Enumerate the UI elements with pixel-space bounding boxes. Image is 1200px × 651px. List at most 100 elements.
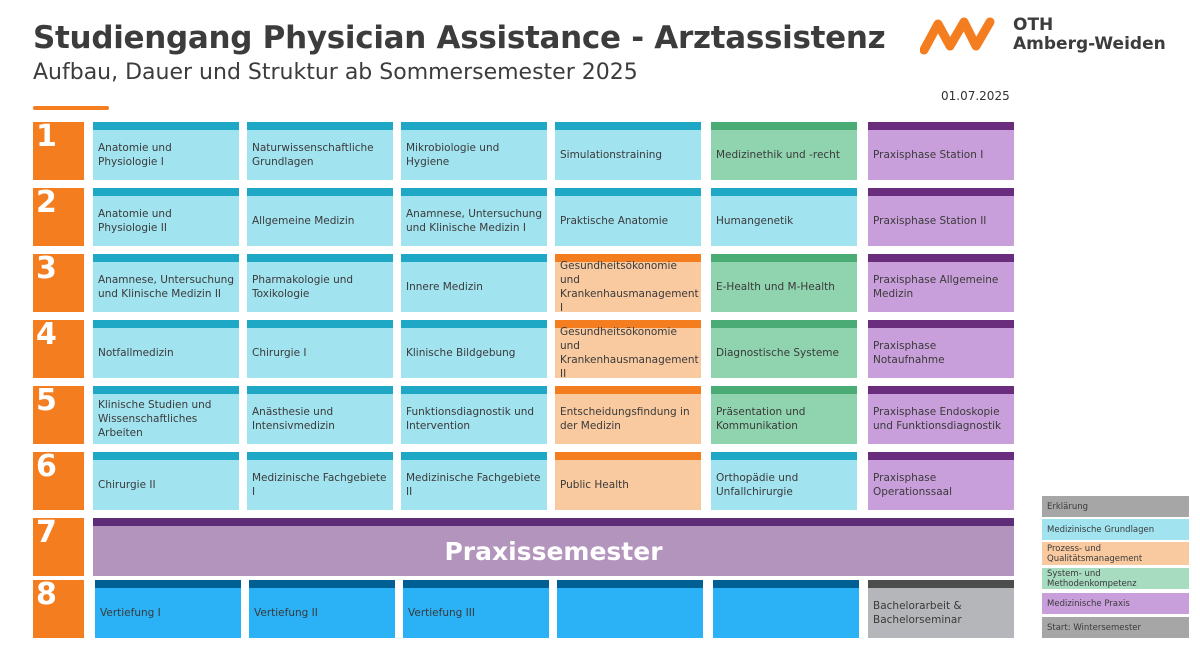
module-label: Medizinische Fachgebiete I — [252, 472, 387, 498]
module-label: Naturwissenschaftliche Grundlagen — [252, 142, 374, 168]
oth-logo-icon — [920, 17, 995, 55]
module-cell: Klinische Bildgebung — [401, 320, 547, 378]
date: 01.07.2025 — [941, 89, 1010, 103]
module-cell: Praxisphase Operationssaal — [868, 452, 1014, 510]
module-label: Praxisphase Station II — [873, 215, 987, 227]
module-cell: Vertiefung I — [95, 580, 241, 638]
module-label: Bachelorarbeit & Bachelorseminar — [873, 600, 962, 626]
module-cell — [713, 580, 859, 638]
module-cell: Anatomie und Physiologie II — [93, 188, 239, 246]
module-cell: Vertiefung III — [403, 580, 549, 638]
module-cell: Anästhesie und Intensivmedizin — [247, 386, 393, 444]
module-cell: Praxisphase Station II — [868, 188, 1014, 246]
module-label: Praktische Anatomie — [560, 215, 669, 227]
module-cell: Bachelorarbeit & Bachelorseminar — [868, 580, 1014, 638]
module-cell: Entscheidungsfindung in der Medizin — [555, 386, 701, 444]
module-label: Anatomie und Physiologie I — [98, 142, 172, 168]
module-label: Chirurgie II — [98, 479, 156, 491]
module-cell: Mikrobiologie und Hygiene — [401, 122, 547, 180]
legend-item-system: System- und Methodenkompetenz — [1042, 568, 1189, 589]
module-label: Gesundheitsökonomie und Krankenhausmanag… — [560, 260, 699, 314]
page-title: Studiengang Physician Assistance - Arzta… — [33, 20, 886, 56]
page-subtitle: Aufbau, Dauer und Struktur ab Sommerseme… — [33, 60, 638, 85]
module-cell: Klinische Studien und Wissenschaftliches… — [93, 386, 239, 444]
module-cell: Chirurgie II — [93, 452, 239, 510]
semester-number: 8 — [33, 580, 84, 638]
module-label: Anamnese, Untersuchung und Klinische Med… — [406, 208, 542, 234]
module-label: Chirurgie I — [252, 347, 307, 359]
module-label: Praxisphase Station I — [873, 149, 984, 161]
module-label: Pharmakologie und Toxikologie — [252, 274, 354, 300]
module-cell: Medizinische Fachgebiete I — [247, 452, 393, 510]
module-cell: Medizinische Fachgebiete II — [401, 452, 547, 510]
module-cell: Vertiefung II — [249, 580, 395, 638]
semester-number: 4 — [33, 320, 84, 378]
module-label: Funktionsdiagnostik und Intervention — [406, 406, 535, 432]
module-cell: Anamnese, Untersuchung und Klinische Med… — [93, 254, 239, 312]
module-label: Vertiefung III — [408, 607, 475, 619]
semester-number: 6 — [33, 452, 84, 510]
module-cell: Anamnese, Untersuchung und Klinische Med… — [401, 188, 547, 246]
module-label: Humangenetik — [716, 215, 794, 227]
module-label: Anästhesie und Intensivmedizin — [252, 406, 335, 432]
legend-start: Start: Wintersemester — [1042, 617, 1189, 638]
module-cell: Allgemeine Medizin — [247, 188, 393, 246]
module-label: Medizinische Fachgebiete II — [406, 472, 541, 498]
module-label: E-Health und M-Health — [716, 281, 835, 293]
module-cell: E-Health und M-Health — [711, 254, 857, 312]
module-cell: Funktionsdiagnostik und Intervention — [401, 386, 547, 444]
module-cell: Praxisphase Allgemeine Medizin — [868, 254, 1014, 312]
module-cell: Praxisphase Endoskopie und Funktionsdiag… — [868, 386, 1014, 444]
module-cell — [557, 580, 703, 638]
semester-number: 3 — [33, 254, 84, 312]
module-cell: Präsentation und Kommunikation — [711, 386, 857, 444]
module-cell: Chirurgie I — [247, 320, 393, 378]
module-cell: Medizinethik und -recht — [711, 122, 857, 180]
module-label: Praxisphase Notaufnahme — [873, 340, 945, 366]
module-cell: Diagnostische Systeme — [711, 320, 857, 378]
module-label: Vertiefung I — [100, 607, 161, 619]
semester-number: 1 — [33, 122, 84, 180]
module-label: Diagnostische Systeme — [716, 347, 839, 359]
module-cell: Public Health — [555, 452, 701, 510]
module-label: Allgemeine Medizin — [252, 215, 355, 227]
module-cell: Gesundheitsökonomie und Krankenhausmanag… — [555, 320, 701, 380]
module-cell: Gesundheitsökonomie und Krankenhausmanag… — [555, 254, 701, 314]
module-label: Mikrobiologie und Hygiene — [406, 142, 500, 168]
semester-number: 2 — [33, 188, 84, 246]
module-label: Präsentation und Kommunikation — [716, 406, 806, 432]
module-cell: Praxisphase Station I — [868, 122, 1014, 180]
praxissemester-block: Praxissemester — [93, 518, 1014, 576]
module-label: Anatomie und Physiologie II — [98, 208, 172, 234]
module-label: Klinische Bildgebung — [406, 347, 516, 359]
module-label: Praxisphase Endoskopie und Funktionsdiag… — [873, 406, 1002, 432]
module-cell: Humangenetik — [711, 188, 857, 246]
module-label: Orthopädie und Unfallchirurgie — [716, 472, 799, 498]
module-cell: Notfallmedizin — [93, 320, 239, 378]
legend-title: Erklärung — [1042, 496, 1189, 517]
module-cell: Pharmakologie und Toxikologie — [247, 254, 393, 312]
legend-item-grundlagen: Medizinische Grundlagen — [1042, 519, 1189, 540]
legend-item-praxis: Medizinische Praxis — [1042, 593, 1189, 614]
module-label: Innere Medizin — [406, 281, 483, 293]
module-label: Entscheidungsfindung in der Medizin — [560, 406, 690, 432]
legend-item-prozess: Prozess- und Qualitätsmanagement — [1042, 542, 1189, 565]
module-label: Public Health — [560, 479, 629, 491]
module-cell: Naturwissenschaftliche Grundlagen — [247, 122, 393, 180]
module-cell: Orthopädie und Unfallchirurgie — [711, 452, 857, 510]
logo-text: OTH Amberg-Weiden — [1013, 16, 1166, 54]
module-cell: Anatomie und Physiologie I — [93, 122, 239, 180]
module-label: Notfallmedizin — [98, 347, 174, 359]
module-cell: Praxisphase Notaufnahme — [868, 320, 1014, 378]
semester-number: 7 — [33, 518, 84, 576]
module-label: Praxisphase Operationssaal — [873, 472, 952, 498]
module-label: Klinische Studien und Wissenschaftliches… — [98, 399, 212, 439]
module-label: Anamnese, Untersuchung und Klinische Med… — [98, 274, 234, 300]
module-label: Vertiefung II — [254, 607, 318, 619]
logo-line1: OTH — [1013, 15, 1054, 35]
logo-line2: Amberg-Weiden — [1013, 34, 1166, 54]
module-label: Gesundheitsökonomie und Krankenhausmanag… — [560, 326, 699, 380]
module-label: Simulationstraining — [560, 149, 663, 161]
module-label: Praxisphase Allgemeine Medizin — [873, 274, 999, 300]
module-label: Medizinethik und -recht — [716, 149, 840, 161]
